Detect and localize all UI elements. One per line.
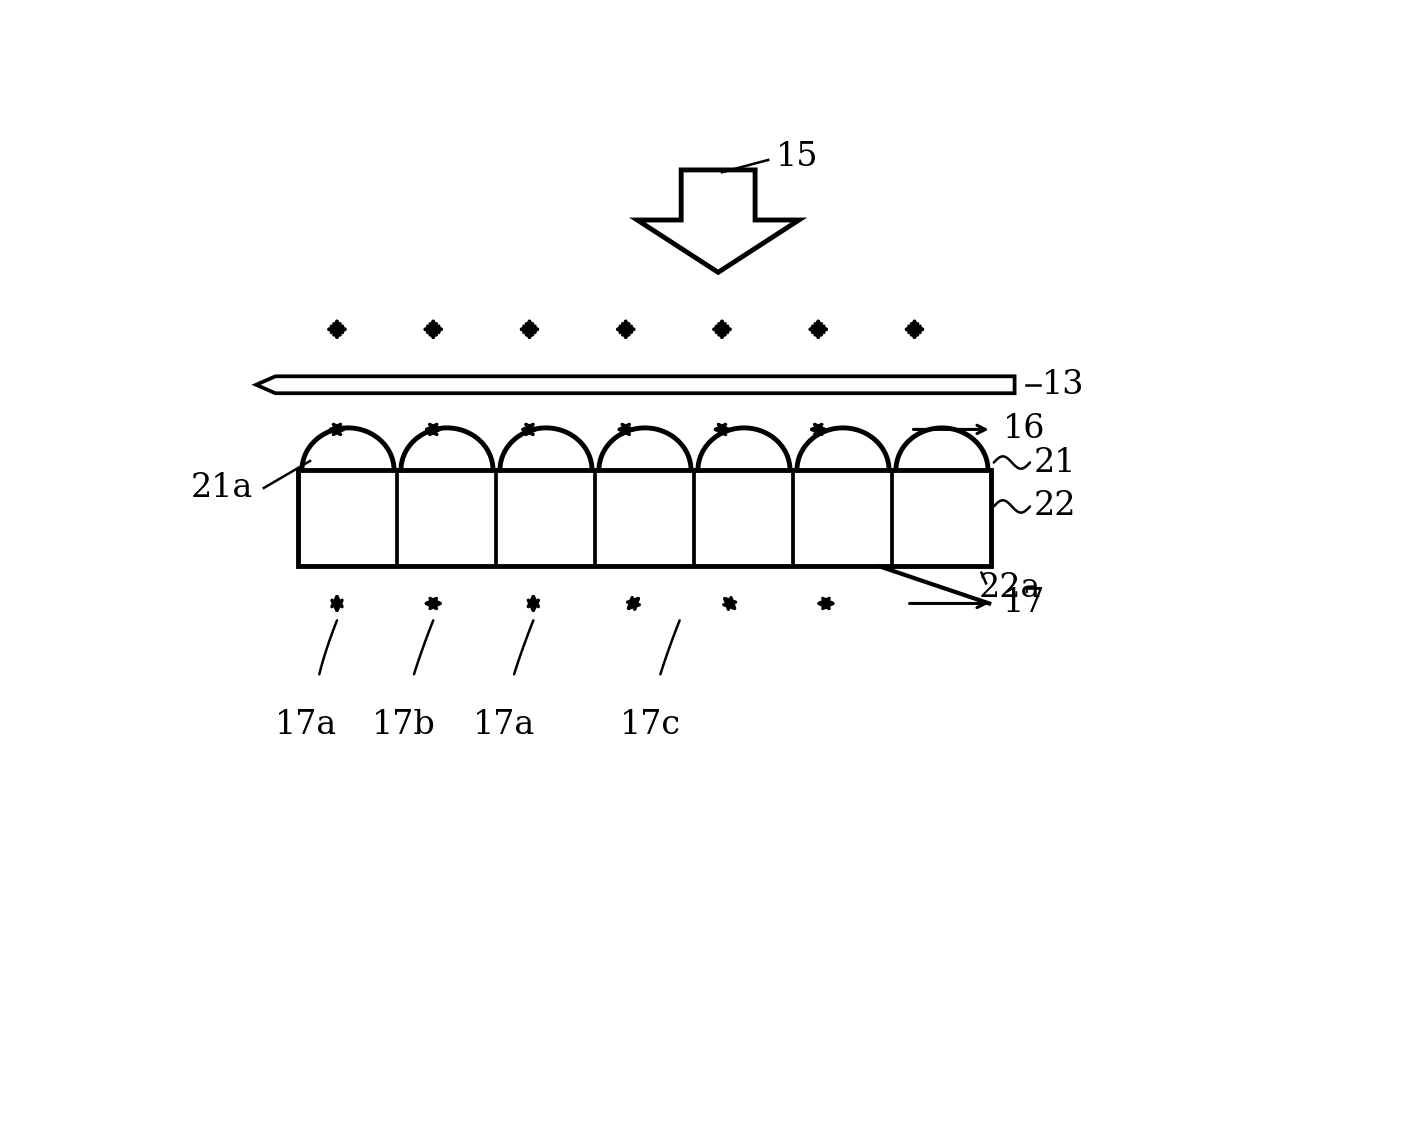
Polygon shape bbox=[256, 377, 1014, 393]
Polygon shape bbox=[638, 170, 799, 272]
Text: 17c: 17c bbox=[620, 708, 681, 741]
Text: 17: 17 bbox=[1003, 587, 1045, 620]
Text: 16: 16 bbox=[1003, 414, 1045, 445]
Text: 21: 21 bbox=[1034, 446, 1076, 479]
Text: 17a: 17a bbox=[275, 708, 337, 741]
Text: 21a: 21a bbox=[191, 472, 253, 504]
Text: 13: 13 bbox=[1041, 369, 1085, 401]
Text: 22: 22 bbox=[1034, 490, 1076, 522]
Polygon shape bbox=[298, 470, 992, 566]
Text: 17b: 17b bbox=[372, 708, 436, 741]
Text: 15: 15 bbox=[776, 141, 819, 173]
Text: 22a: 22a bbox=[978, 572, 1041, 604]
Text: 17a: 17a bbox=[473, 708, 535, 741]
